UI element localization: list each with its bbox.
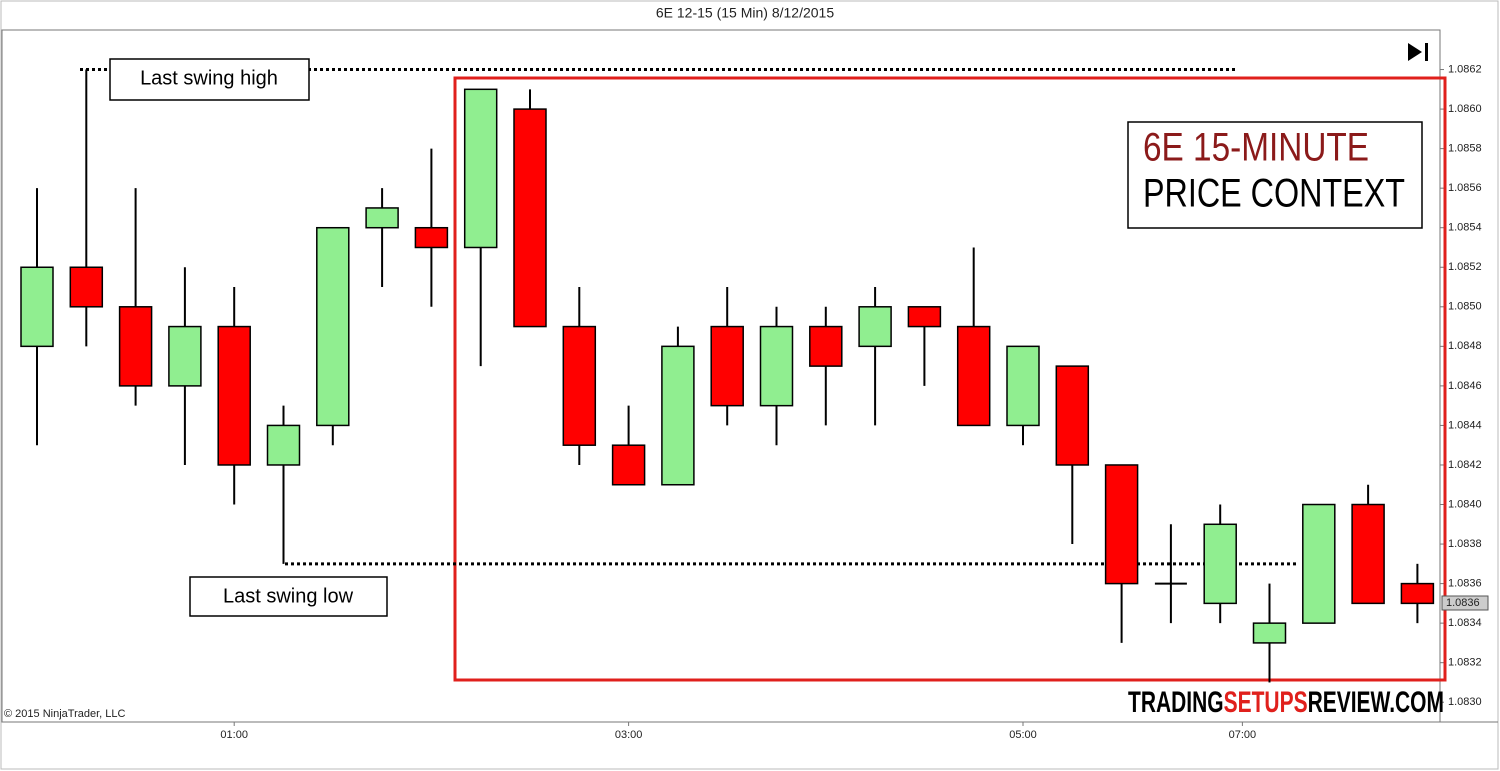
candle-body <box>414 226 449 249</box>
candle-body <box>611 444 646 486</box>
candle-body <box>1302 503 1336 624</box>
y-tick-label: 1.0856 <box>1448 182 1482 194</box>
watermark-part: REVIEW.COM <box>1308 686 1444 719</box>
copyright: © 2015 NinjaTrader, LLC <box>4 708 125 720</box>
context-box <box>453 76 1447 682</box>
candle-body <box>809 325 843 367</box>
swing-low-box <box>189 576 388 617</box>
candle-body <box>1006 345 1040 427</box>
candle-body <box>513 108 547 328</box>
y-tick-label: 1.0838 <box>1448 538 1482 550</box>
candle-body <box>710 325 744 407</box>
candle-body <box>365 207 399 229</box>
candle-body <box>20 266 54 348</box>
scroll-end-icon-bar[interactable] <box>1425 43 1428 61</box>
y-tick-label: 1.0860 <box>1448 103 1482 115</box>
title-box-line2: PRICE CONTEXT <box>1143 172 1405 216</box>
y-tick-label: 1.0832 <box>1448 657 1482 669</box>
candle-body <box>1203 523 1237 605</box>
candle-body <box>956 325 991 427</box>
candle-body <box>562 325 597 446</box>
y-tick-label: 1.0830 <box>1448 696 1482 708</box>
x-tick-label: 05:00 <box>1009 729 1037 741</box>
scroll-end-icon[interactable] <box>1408 43 1422 61</box>
candle-body <box>118 306 153 387</box>
candle-body <box>316 226 350 427</box>
x-tick-label: 01:00 <box>220 729 248 741</box>
candle-body <box>69 266 104 308</box>
x-tick-label: 07:00 <box>1229 729 1257 741</box>
candle-body <box>1351 503 1385 605</box>
watermark-part: TRADING <box>1128 686 1224 719</box>
watermark-part: SETUPS <box>1224 686 1308 719</box>
y-tick-label: 1.0844 <box>1448 419 1482 431</box>
candle-body <box>217 325 251 466</box>
title-box <box>1127 121 1423 229</box>
y-tick-label: 1.0846 <box>1448 380 1482 392</box>
y-tick-label: 1.0858 <box>1448 143 1482 155</box>
last-price-label: 1.0836 <box>1446 597 1480 609</box>
candle-body <box>1055 365 1090 466</box>
swing-high-box <box>109 58 310 101</box>
y-tick-label: 1.0848 <box>1448 340 1482 352</box>
y-tick-label: 1.0862 <box>1448 63 1482 75</box>
y-tick-label: 1.0842 <box>1448 459 1482 471</box>
y-tick-label: 1.0854 <box>1448 222 1482 234</box>
candle-body <box>463 88 498 249</box>
last-price-box <box>1441 595 1489 611</box>
candle-body <box>266 424 301 466</box>
title-box-line1: 6E 15-MINUTE <box>1143 126 1369 170</box>
y-tick-label: 1.0850 <box>1448 301 1482 313</box>
y-tick-label: 1.0836 <box>1448 578 1482 590</box>
candle-body <box>759 325 794 407</box>
candle-body <box>858 306 892 348</box>
candle-body <box>1252 622 1287 644</box>
candle-body <box>661 345 695 486</box>
candle-body <box>168 325 202 387</box>
swing-low-label: Last swing low <box>223 585 354 607</box>
candle-body <box>1104 464 1139 585</box>
candle-body <box>907 306 942 328</box>
watermark: TRADINGSETUPSREVIEW.COM <box>1128 686 1444 719</box>
chart-title: 6E 12-15 (15 Min) 8/12/2015 <box>656 5 834 21</box>
candle-body <box>1400 582 1435 605</box>
swing-high-label: Last swing high <box>140 67 278 89</box>
y-tick-label: 1.0852 <box>1448 261 1482 273</box>
y-tick-label: 1.0834 <box>1448 617 1482 629</box>
y-tick-label: 1.0840 <box>1448 498 1482 510</box>
x-tick-label: 03:00 <box>615 729 643 741</box>
